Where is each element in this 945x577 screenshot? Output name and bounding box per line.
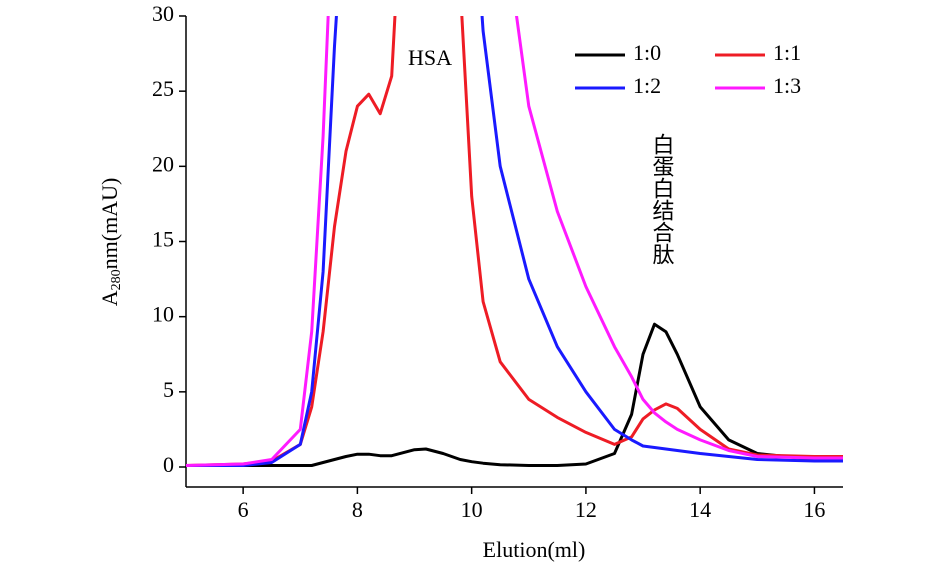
legend-label: 1:1	[773, 40, 801, 65]
legend-label: 1:0	[633, 40, 661, 65]
legend-label: 1:2	[633, 73, 661, 98]
annotation: 白蛋白结合肽	[650, 133, 675, 265]
x-tick-label: 10	[461, 497, 483, 522]
y-label-sub: 280	[109, 269, 124, 290]
y-tick-label: 30	[152, 1, 174, 26]
y-tick-label: 5	[163, 377, 174, 402]
x-tick-label: 14	[689, 497, 711, 522]
series-line	[186, 16, 843, 467]
y-tick-label: 20	[152, 151, 174, 176]
series-line	[186, 16, 843, 467]
x-tick-label: 8	[352, 497, 363, 522]
y-label-unit: nm(mAU)	[97, 178, 122, 270]
y-tick-label: 25	[152, 76, 174, 101]
y-tick-label: 0	[163, 452, 174, 477]
series-line	[186, 322, 843, 467]
annotation: HSA	[408, 45, 452, 70]
legend-label: 1:3	[773, 73, 801, 98]
y-label-main: A	[97, 290, 122, 306]
x-tick-label: 12	[575, 497, 597, 522]
y-axis-label: A280nm(mAU)	[97, 178, 124, 307]
y-tick-label: 15	[152, 227, 174, 252]
x-tick-label: 6	[238, 497, 249, 522]
x-tick-label: 16	[803, 497, 825, 522]
plot-area	[186, 16, 843, 467]
series-line	[186, 16, 843, 467]
y-tick-label: 10	[152, 302, 174, 327]
x-axis-label: Elution(ml)	[483, 537, 586, 562]
